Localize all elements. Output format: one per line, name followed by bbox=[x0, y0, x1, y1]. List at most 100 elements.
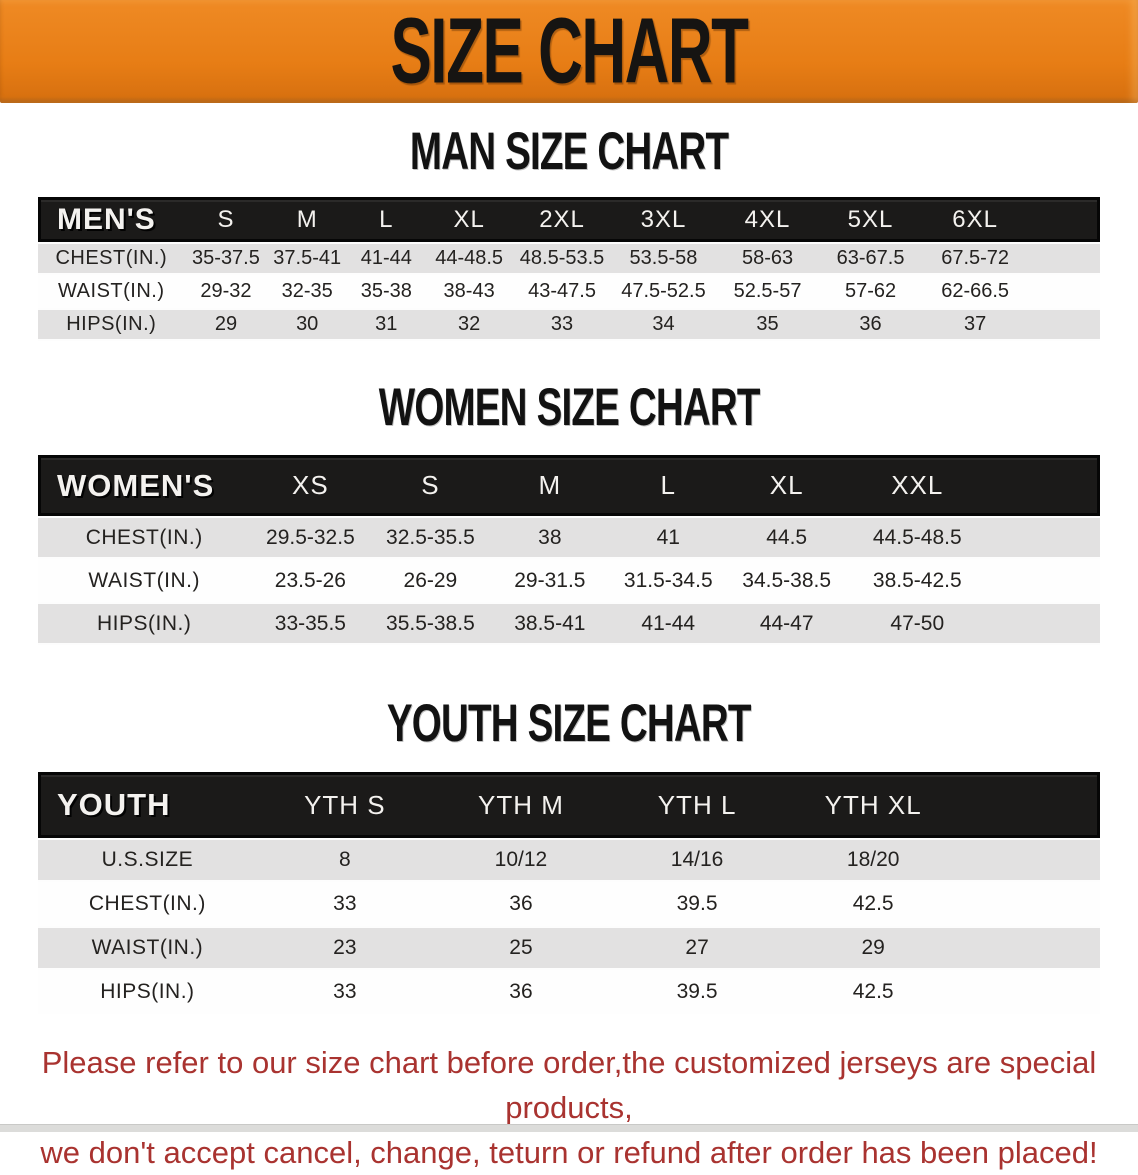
size-value-cell: 48.5-53.5 bbox=[512, 242, 612, 275]
mens-section: MAN SIZE CHART MEN'S S M L XL 2XL 3XL 4XL 5XL 6XL… bbox=[0, 120, 1138, 341]
size-column-header: YTH S bbox=[256, 772, 433, 838]
size-value-cell: 36 bbox=[432, 970, 610, 1014]
size-value-cell: 35.5-38.5 bbox=[370, 602, 491, 645]
size-value-cell: 34.5-38.5 bbox=[727, 559, 847, 602]
row-spacer bbox=[1028, 242, 1100, 275]
size-value-cell: 43-47.5 bbox=[512, 275, 612, 308]
mens-size-table: MEN'S S M L XL 2XL 3XL 4XL 5XL 6XL CHEST(IN.) 35-37… bbox=[38, 197, 1100, 341]
size-value-cell: 31 bbox=[347, 308, 426, 341]
mens-section-heading-text: MAN SIZE CHART bbox=[409, 120, 729, 181]
disclaimer: Please refer to our size chart before or… bbox=[0, 1040, 1138, 1175]
size-value-cell: 58-63 bbox=[715, 242, 820, 275]
size-value-cell: 38-43 bbox=[425, 275, 513, 308]
row-spacer bbox=[988, 559, 1100, 602]
size-column-header: M bbox=[267, 197, 348, 242]
size-value-cell: 26-29 bbox=[370, 559, 491, 602]
size-column-header: 5XL bbox=[819, 197, 922, 242]
banner-title: SIZE CHART bbox=[390, 0, 749, 103]
row-label: HIPS(IN.) bbox=[38, 602, 251, 645]
size-value-cell: 53.5-58 bbox=[611, 242, 716, 275]
size-value-cell: 44-48.5 bbox=[425, 242, 513, 275]
size-value-cell: 67.5-72 bbox=[921, 242, 1029, 275]
row-spacer bbox=[988, 602, 1100, 645]
row-label: U.S.SIZE bbox=[38, 838, 257, 882]
row-label: CHEST(IN.) bbox=[38, 882, 257, 926]
size-value-cell: 39.5 bbox=[609, 970, 786, 1014]
size-value-cell: 34 bbox=[611, 308, 716, 341]
size-value-cell: 29 bbox=[184, 308, 268, 341]
size-column-header: YTH L bbox=[609, 772, 786, 838]
size-value-cell: 63-67.5 bbox=[819, 242, 922, 275]
youth-section-heading: YOUTH SIZE CHART bbox=[0, 692, 1138, 753]
size-column-header: 6XL bbox=[921, 197, 1029, 242]
youth-section-heading-text: YOUTH SIZE CHART bbox=[387, 692, 752, 753]
womens-section: WOMEN SIZE CHART WOMEN'S XS S M L XL XXL CHEST(… bbox=[0, 376, 1138, 645]
size-header-row: WOMEN'S XS S M L XL XXL bbox=[38, 455, 1100, 516]
row-spacer bbox=[961, 882, 1100, 926]
header-spacer bbox=[1028, 197, 1100, 242]
row-spacer bbox=[961, 926, 1100, 970]
table-row: WAIST(IN.) 29-32 32-35 35-38 38-43 43-47.5 47.… bbox=[38, 275, 1100, 308]
header-spacer bbox=[988, 455, 1100, 516]
header-spacer bbox=[961, 772, 1100, 838]
size-value-cell: 33 bbox=[256, 882, 433, 926]
size-value-cell: 23 bbox=[256, 926, 433, 970]
size-value-cell: 41-44 bbox=[347, 242, 426, 275]
size-value-cell: 18/20 bbox=[785, 838, 962, 882]
row-spacer bbox=[961, 970, 1100, 1014]
size-value-cell: 42.5 bbox=[785, 970, 962, 1014]
size-value-cell: 38.5-42.5 bbox=[846, 559, 989, 602]
row-label: CHEST(IN.) bbox=[38, 516, 251, 559]
size-value-cell: 44-47 bbox=[727, 602, 847, 645]
row-spacer bbox=[1028, 308, 1100, 341]
size-column-header: XS bbox=[250, 455, 371, 516]
womens-section-heading: WOMEN SIZE CHART bbox=[0, 376, 1138, 437]
size-value-cell: 23.5-26 bbox=[250, 559, 371, 602]
row-label: WAIST(IN.) bbox=[38, 926, 257, 970]
size-value-cell: 25 bbox=[432, 926, 610, 970]
size-value-cell: 35-38 bbox=[347, 275, 426, 308]
table-row: CHEST(IN.) 33 36 39.5 42.5 bbox=[38, 882, 1100, 926]
size-value-cell: 29 bbox=[785, 926, 962, 970]
womens-size-table: WOMEN'S XS S M L XL XXL CHEST(IN.) 29.5-32.5 32.5… bbox=[38, 455, 1100, 645]
table-row: HIPS(IN.) 29 30 31 32 33 34 35 36 37 bbox=[38, 308, 1100, 341]
row-label: HIPS(IN.) bbox=[38, 970, 257, 1014]
size-column-header: 4XL bbox=[715, 197, 820, 242]
size-value-cell: 33 bbox=[256, 970, 433, 1014]
size-value-cell: 35 bbox=[715, 308, 820, 341]
row-label: HIPS(IN.) bbox=[38, 308, 185, 341]
size-value-cell: 38 bbox=[490, 516, 610, 559]
size-header-row: YOUTH YTH S YTH M YTH L YTH XL bbox=[38, 772, 1100, 838]
size-value-cell: 36 bbox=[432, 882, 610, 926]
size-value-cell: 30 bbox=[267, 308, 348, 341]
table-row: CHEST(IN.) 35-37.5 37.5-41 41-44 44-48.5 48.5… bbox=[38, 242, 1100, 275]
size-column-header: 2XL bbox=[512, 197, 612, 242]
size-column-header: YTH XL bbox=[785, 772, 962, 838]
youth-group-label: YOUTH bbox=[38, 772, 257, 838]
mens-group-label: MEN'S bbox=[38, 197, 185, 242]
bottom-divider bbox=[0, 1124, 1138, 1132]
size-value-cell: 44.5-48.5 bbox=[846, 516, 989, 559]
row-spacer bbox=[988, 516, 1100, 559]
size-column-header: L bbox=[609, 455, 728, 516]
size-value-cell: 62-66.5 bbox=[921, 275, 1029, 308]
size-value-cell: 8 bbox=[256, 838, 433, 882]
size-column-header: L bbox=[347, 197, 426, 242]
size-value-cell: 52.5-57 bbox=[715, 275, 820, 308]
size-value-cell: 37.5-41 bbox=[267, 242, 348, 275]
womens-section-heading-text: WOMEN SIZE CHART bbox=[378, 376, 761, 437]
size-column-header: XXL bbox=[846, 455, 989, 516]
size-value-cell: 39.5 bbox=[609, 882, 786, 926]
table-row: WAIST(IN.) 23.5-26 26-29 29-31.5 31.5-34.5 34… bbox=[38, 559, 1100, 602]
row-label: CHEST(IN.) bbox=[38, 242, 185, 275]
size-value-cell: 41 bbox=[609, 516, 728, 559]
size-column-header: XL bbox=[425, 197, 513, 242]
youth-section: YOUTH SIZE CHART YOUTH YTH S YTH M YTH L YTH… bbox=[0, 692, 1138, 1014]
size-value-cell: 31.5-34.5 bbox=[609, 559, 728, 602]
size-value-cell: 10/12 bbox=[432, 838, 610, 882]
size-value-cell: 29-31.5 bbox=[490, 559, 610, 602]
size-value-cell: 38.5-41 bbox=[490, 602, 610, 645]
size-value-cell: 42.5 bbox=[785, 882, 962, 926]
table-row: HIPS(IN.) 33 36 39.5 42.5 bbox=[38, 970, 1100, 1014]
size-value-cell: 29-32 bbox=[184, 275, 268, 308]
